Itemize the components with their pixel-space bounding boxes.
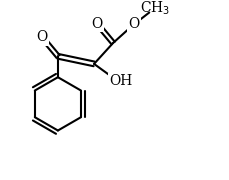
Text: O: O (91, 17, 102, 31)
Text: OH: OH (109, 74, 132, 88)
Text: O: O (128, 17, 139, 31)
Text: O: O (36, 30, 47, 44)
Text: CH$_3$: CH$_3$ (139, 0, 169, 17)
